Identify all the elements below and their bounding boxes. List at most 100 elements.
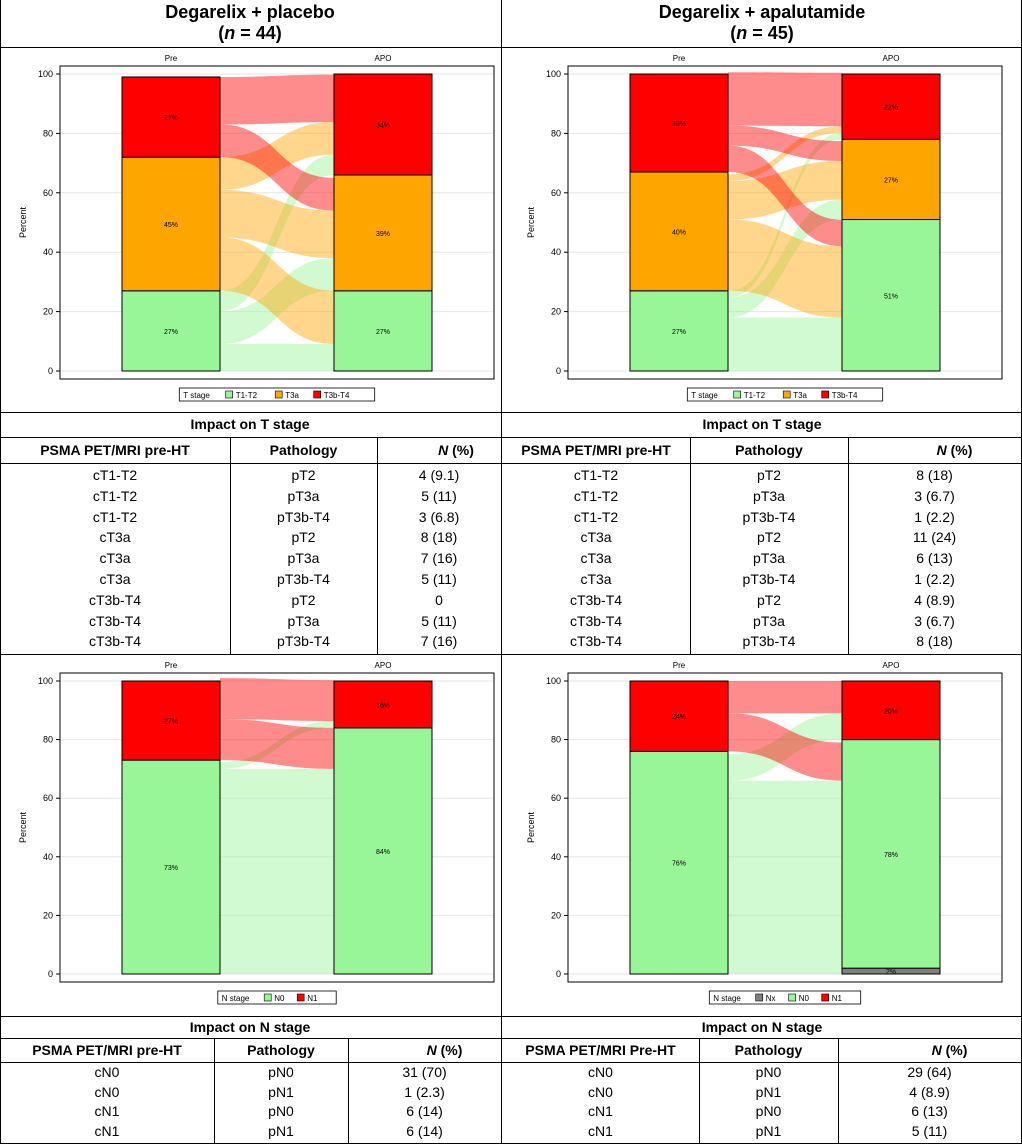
y-tick-label: 80 [551,735,561,745]
bar-segment-pre [121,680,221,761]
data-label: 51% [884,293,898,300]
column-label-pre: Pre [673,661,686,670]
flow-band [728,132,842,298]
table-cell: cT3b-T4 [88,591,142,608]
table-cell: cT3a [580,529,612,546]
y-axis-label: Percent [526,206,536,238]
section-title-n-right: Impact on N stage [701,1019,823,1035]
legend-label: T3b-T4 [832,391,858,400]
table-cell: cT1-T2 [573,467,619,483]
data-label: 39% [376,231,390,238]
flow-band [220,154,334,312]
flow-band [220,237,334,344]
table-cell: 6 (13) [916,550,953,567]
table-cell: cT3a [580,571,612,587]
y-tick-label: 40 [551,247,561,257]
legend-swatch [733,390,741,399]
legend-label: T1-T2 [236,391,258,400]
flow-band [220,768,334,974]
panel-title-left: Degarelix + placebo (n = 44) [165,2,335,43]
table-cell: 8 (18) [916,467,953,483]
flow-band [728,199,842,318]
divider [348,1038,349,1143]
table-cell: pT3b-T4 [742,633,796,650]
table-cell: cN1 [588,1122,613,1139]
table-cell: 4 (8.9) [909,1083,950,1100]
table-cell: cT3b-T4 [569,612,623,629]
bar-segment-pre [629,680,729,752]
table-cell: cT3b-T4 [569,591,623,608]
divider [0,47,1022,48]
bar-segment-pre [121,76,221,158]
data-label: 73% [164,865,178,872]
table-cell: pT3a [753,550,785,567]
table-cell: cN1 [94,1122,120,1139]
legend-label: T3a [793,391,807,400]
y-tick-label: 20 [551,910,561,920]
legend-label: T3b-T4 [324,391,350,400]
table-cell: 5 (11) [421,612,457,629]
bar-segment-pre [629,750,729,975]
flow-band [728,72,842,127]
data-label: 76% [672,861,686,868]
legend-box [217,990,337,1005]
bar-segment-apo [841,138,941,221]
table-cell: pT2 [291,591,316,608]
y-tick-label: 20 [551,307,561,317]
divider [377,437,378,654]
column-label-pre: Pre [165,661,178,670]
y-axis-label: Percent [526,811,536,843]
divider [0,1038,1022,1039]
table-cell: cT3a [99,550,131,567]
table-cell: 31 (70) [402,1064,447,1080]
table-cell: cN1 [94,1103,120,1119]
column-label-pre: Pre [165,54,178,63]
table-header: N (%) [931,1042,968,1058]
legend-label: N1 [832,994,843,1003]
bar-segment-pre [629,290,729,372]
table-cell: pT2 [291,529,316,546]
table-cell: pT2 [756,467,782,483]
table-cell: cT3a [99,529,131,546]
panel-title-right: Degarelix + apalutamide (n = 45) [658,2,866,43]
data-label: 24% [672,714,686,721]
bar-segment-pre [629,171,729,292]
table-cell: cT1-T2 [573,508,619,525]
table-cell: cN0 [94,1064,120,1080]
table-cell: 4 (9.1) [418,467,460,483]
y-axis-label: Percent [18,206,28,238]
y-tick-label: 0 [48,366,53,376]
flow-band [220,189,334,259]
flow-band [728,161,842,220]
table-cell: 4 (8.9) [914,591,955,608]
y-tick-label: 20 [43,307,53,317]
bar-segment-apo [333,727,433,975]
table-cell: cN0 [94,1083,120,1100]
table-header: Pathology [247,1042,315,1058]
bar-segment-apo [333,73,433,176]
legend-label: N0 [274,994,285,1003]
y-tick-label: 60 [43,793,53,803]
column-label-pre: Pre [673,54,686,63]
flow-band [220,124,334,211]
divider [838,1038,839,1143]
bar-segment-apo [841,219,941,372]
data-label: 78% [884,852,898,859]
y-tick-label: 100 [38,676,53,686]
flow-band [728,219,842,318]
flow-band [728,317,842,371]
table-cell: 5 (11) [421,571,457,587]
plot-frame [567,672,1003,983]
legend-label: Nx [766,994,776,1003]
data-label: 27% [164,115,178,122]
table-cell: pT3a [753,612,785,629]
table-cell: pT2 [756,591,782,608]
table-header: Pathology [735,442,803,458]
table-header: N (%) [438,442,474,458]
legend-swatch [263,993,272,1002]
data-label: 40% [672,229,686,236]
flow-band [220,258,334,344]
y-tick-label: 0 [556,366,561,376]
flow-band [728,713,842,781]
table-cell: 3 (6.8) [418,508,460,525]
